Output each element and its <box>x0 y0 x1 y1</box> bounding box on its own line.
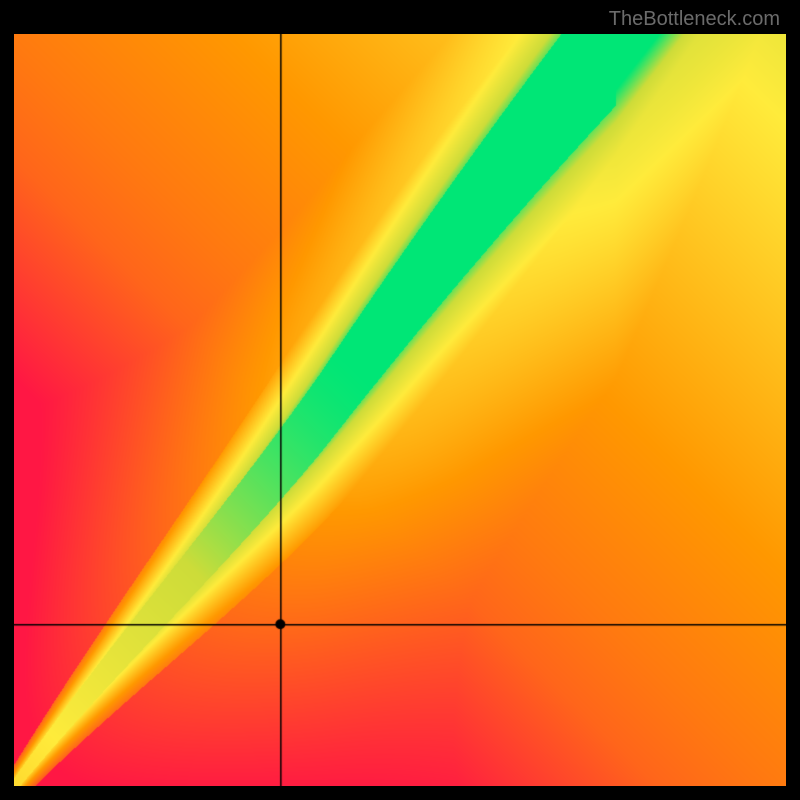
bottleneck-heatmap <box>14 34 786 786</box>
chart-container: TheBottleneck.com <box>0 0 800 800</box>
watermark-text: TheBottleneck.com <box>609 8 780 31</box>
